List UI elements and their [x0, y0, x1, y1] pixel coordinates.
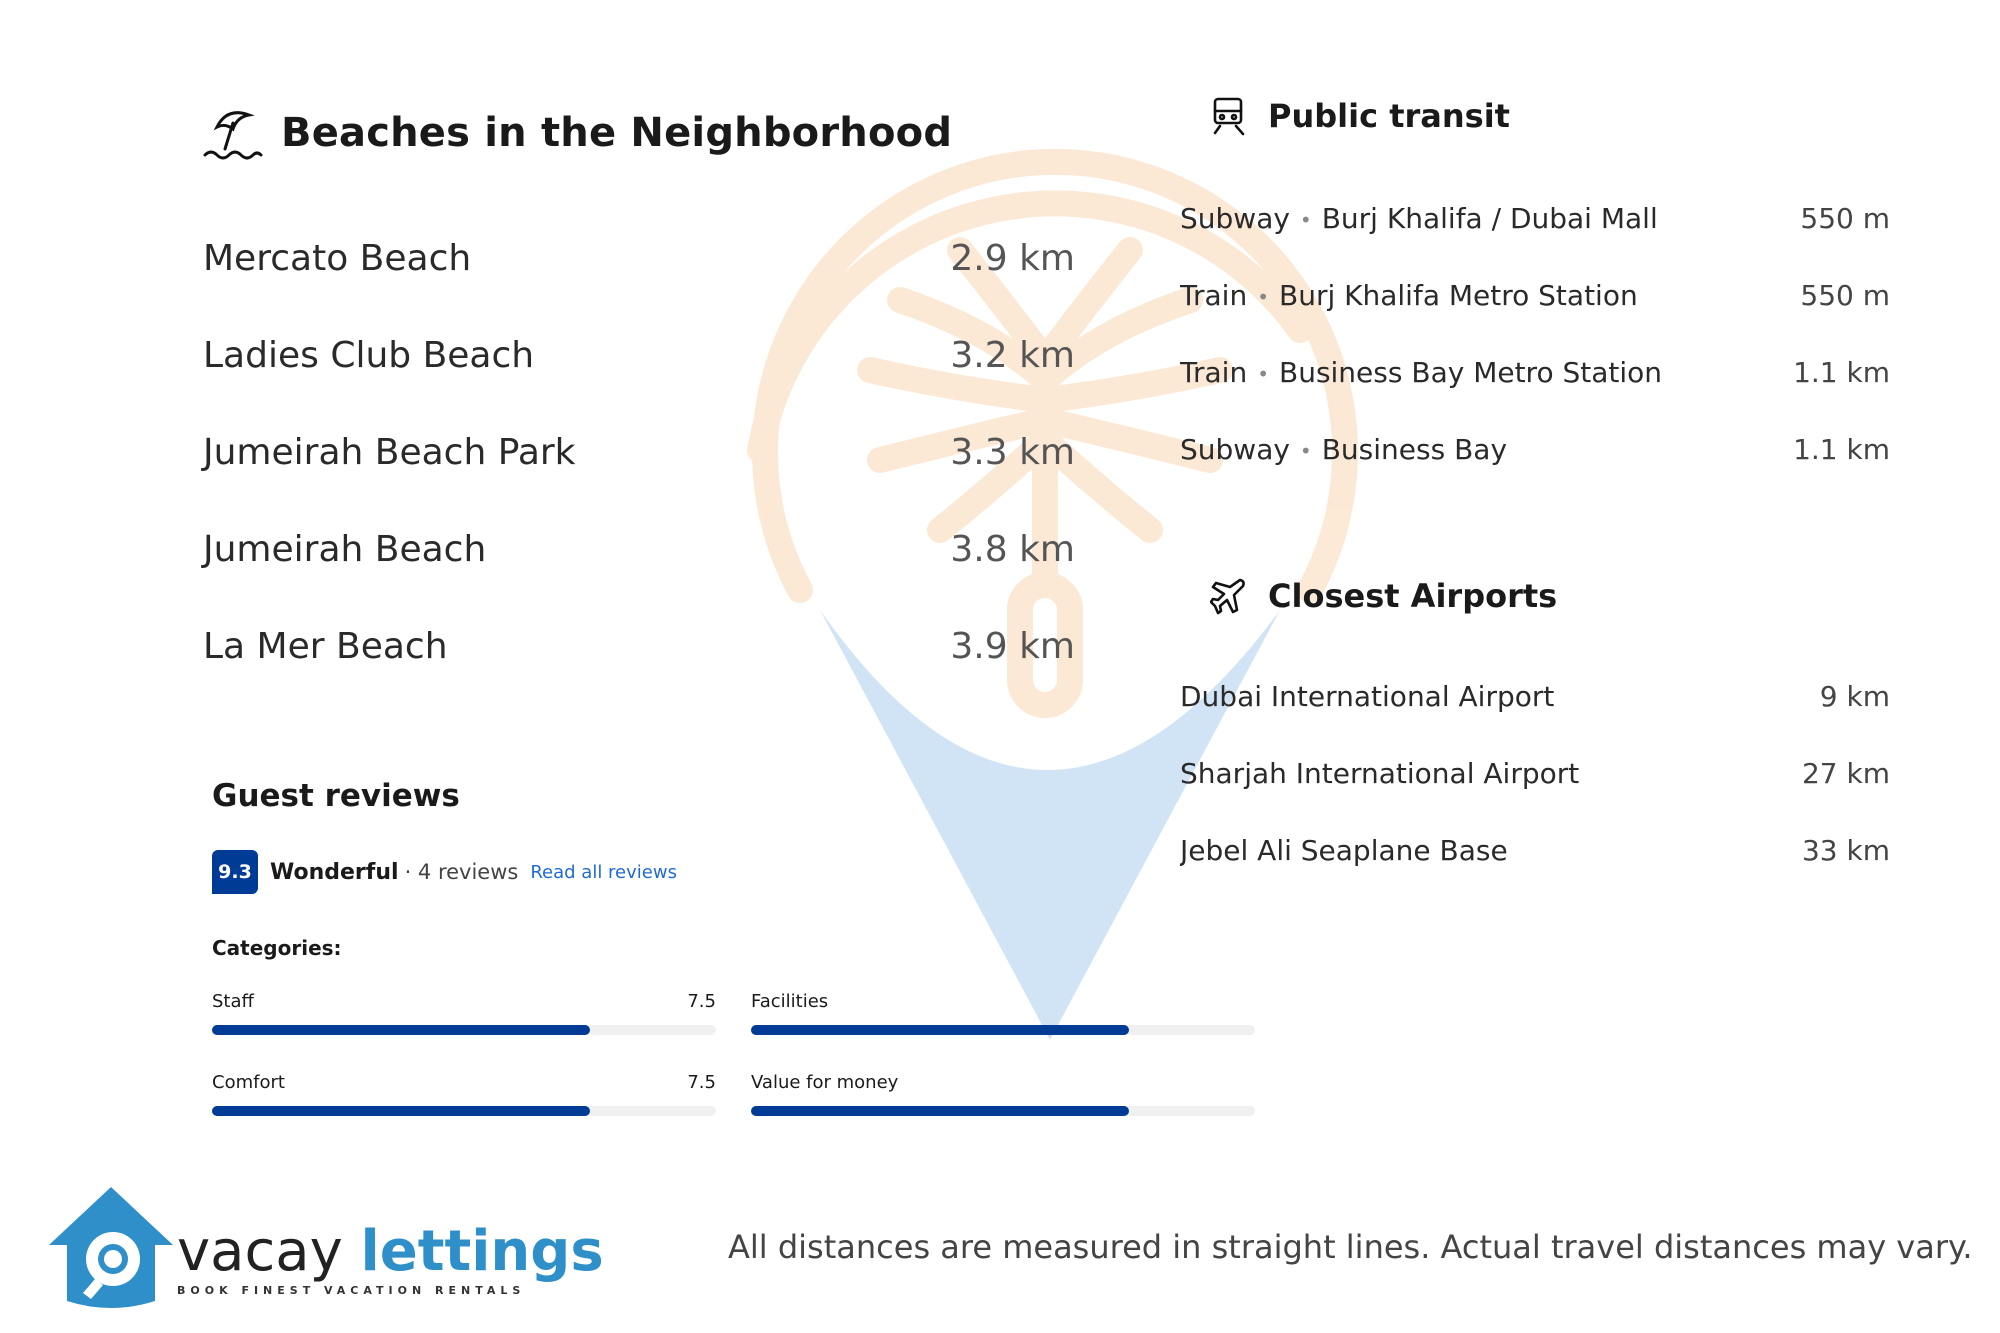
category-name: Staff: [212, 991, 254, 1012]
read-all-reviews-link[interactable]: Read all reviews: [530, 861, 677, 883]
beach-distance: 3.8 km: [950, 529, 1075, 570]
beach-distance: 2.9 km: [950, 238, 1075, 279]
list-item: Jumeirah Beach Park 3.3 km: [203, 420, 1083, 517]
reviews-title: Guest reviews: [212, 778, 460, 814]
beach-list: Mercato Beach 2.9 km Ladies Club Beach 3…: [203, 226, 1083, 711]
review-count: · 4 reviews: [404, 860, 519, 884]
score-badge: 9.3: [212, 850, 258, 894]
list-item: Train • Business Bay Metro Station 1.1 km: [1180, 356, 1890, 433]
airports-title: Closest Airports: [1268, 577, 1558, 615]
score-bar-track: [751, 1106, 1255, 1116]
category-name: Comfort: [212, 1072, 285, 1093]
transit-distance: 550 m: [1800, 279, 1890, 312]
list-item: Jebel Ali Seaplane Base 33 km: [1180, 834, 1890, 911]
beach-name: Ladies Club Beach: [203, 335, 535, 376]
list-item: Ladies Club Beach 3.2 km: [203, 323, 1083, 420]
transit-header: Public transit: [1210, 96, 1510, 136]
score-bar-fill: [212, 1106, 590, 1116]
airport-name: Jebel Ali Seaplane Base: [1180, 834, 1508, 867]
category-score: 7.5: [687, 991, 716, 1012]
separator-dot: •: [1299, 439, 1312, 463]
airport-distance: 9 km: [1819, 680, 1890, 713]
beaches-title: Beaches in the Neighborhood: [281, 110, 953, 156]
score-bar-track: [212, 1025, 716, 1035]
list-item: La Mer Beach 3.9 km: [203, 614, 1083, 711]
airport-distance: 27 km: [1801, 757, 1890, 790]
transit-list: Subway • Burj Khalifa / Dubai Mall 550 m T…: [1180, 202, 1890, 510]
airport-name: Sharjah International Airport: [1180, 757, 1580, 790]
beach-distance: 3.2 km: [950, 335, 1075, 376]
airport-name: Dubai International Airport: [1180, 680, 1555, 713]
list-item: Subway • Business Bay 1.1 km: [1180, 433, 1890, 510]
beach-name: Mercato Beach: [203, 238, 472, 279]
transit-mode: Train: [1180, 279, 1248, 312]
logo-word-vacay: vacay: [177, 1219, 343, 1284]
transit-distance: 550 m: [1800, 202, 1890, 235]
separator-dot: •: [1257, 362, 1269, 386]
categories-title: Categories:: [212, 936, 342, 960]
airports-list: Dubai International Airport 9 km Sharjah…: [1180, 680, 1890, 911]
airports-header: Closest Airports: [1210, 576, 1557, 616]
train-icon: [1213, 97, 1245, 136]
list-item: Sharjah International Airport 27 km: [1180, 757, 1890, 834]
beach-distance: 3.3 km: [950, 432, 1075, 473]
transit-name: Business Bay Metro Station: [1278, 356, 1663, 389]
score-bar-fill: [751, 1025, 1129, 1035]
transit-title: Public transit: [1268, 97, 1510, 135]
category-staff: Staff 7.5: [212, 991, 716, 1037]
brand-logo: vacay lettings BOOK FINEST VACATION RENT…: [45, 1183, 604, 1309]
beach-name: Jumeirah Beach: [203, 529, 487, 570]
category-name: Value for money: [751, 1072, 899, 1093]
score-bar-fill: [751, 1106, 1129, 1116]
list-item: Train • Burj Khalifa Metro Station 550 m: [1180, 279, 1890, 356]
rating-summary: 9.3 Wonderful · 4 reviews Read all revie…: [212, 850, 677, 894]
transit-mode: Subway: [1180, 202, 1290, 235]
airport-distance: 33 km: [1801, 834, 1890, 867]
transit-distance: 1.1 km: [1793, 433, 1890, 466]
rating-word: Wonderful: [270, 859, 399, 885]
category-score: 7.5: [687, 1072, 716, 1093]
house-magnifier-icon: [49, 1187, 173, 1308]
logo-tagline: BOOK FINEST VACATION RENTALS: [177, 1284, 526, 1297]
separator-dot: •: [1257, 285, 1269, 309]
list-item: Subway • Burj Khalifa / Dubai Mall 550 m: [1180, 202, 1890, 279]
transit-name: Burj Khalifa / Dubai Mall: [1321, 202, 1658, 235]
score-bar-fill: [212, 1025, 590, 1035]
beach-name: La Mer Beach: [203, 626, 448, 667]
separator-dot: •: [1299, 208, 1312, 232]
category-value-for-money: Value for money: [751, 1072, 1255, 1118]
category-comfort: Comfort 7.5: [212, 1072, 716, 1118]
score-bar-track: [751, 1025, 1255, 1035]
airplane-icon: [1210, 578, 1245, 615]
distance-disclaimer: All distances are measured in straight l…: [728, 1228, 1973, 1266]
transit-mode: Train: [1180, 356, 1248, 389]
beaches-header: Beaches in the Neighborhood: [203, 103, 952, 163]
beach-distance: 3.9 km: [950, 626, 1075, 667]
transit-name: Burj Khalifa Metro Station: [1278, 279, 1638, 312]
beach-name: Jumeirah Beach Park: [203, 432, 576, 473]
transit-distance: 1.1 km: [1793, 356, 1890, 389]
logo-word-lettings: lettings: [360, 1219, 604, 1284]
list-item: Mercato Beach 2.9 km: [203, 226, 1083, 323]
list-item: Jumeirah Beach 3.8 km: [203, 517, 1083, 614]
transit-mode: Subway: [1180, 433, 1290, 466]
beach-umbrella-icon: [203, 111, 263, 160]
list-item: Dubai International Airport 9 km: [1180, 680, 1890, 757]
transit-name: Business Bay: [1321, 433, 1508, 466]
category-name: Facilities: [751, 991, 829, 1012]
score-bar-track: [212, 1106, 716, 1116]
category-facilities: Facilities: [751, 991, 1255, 1037]
